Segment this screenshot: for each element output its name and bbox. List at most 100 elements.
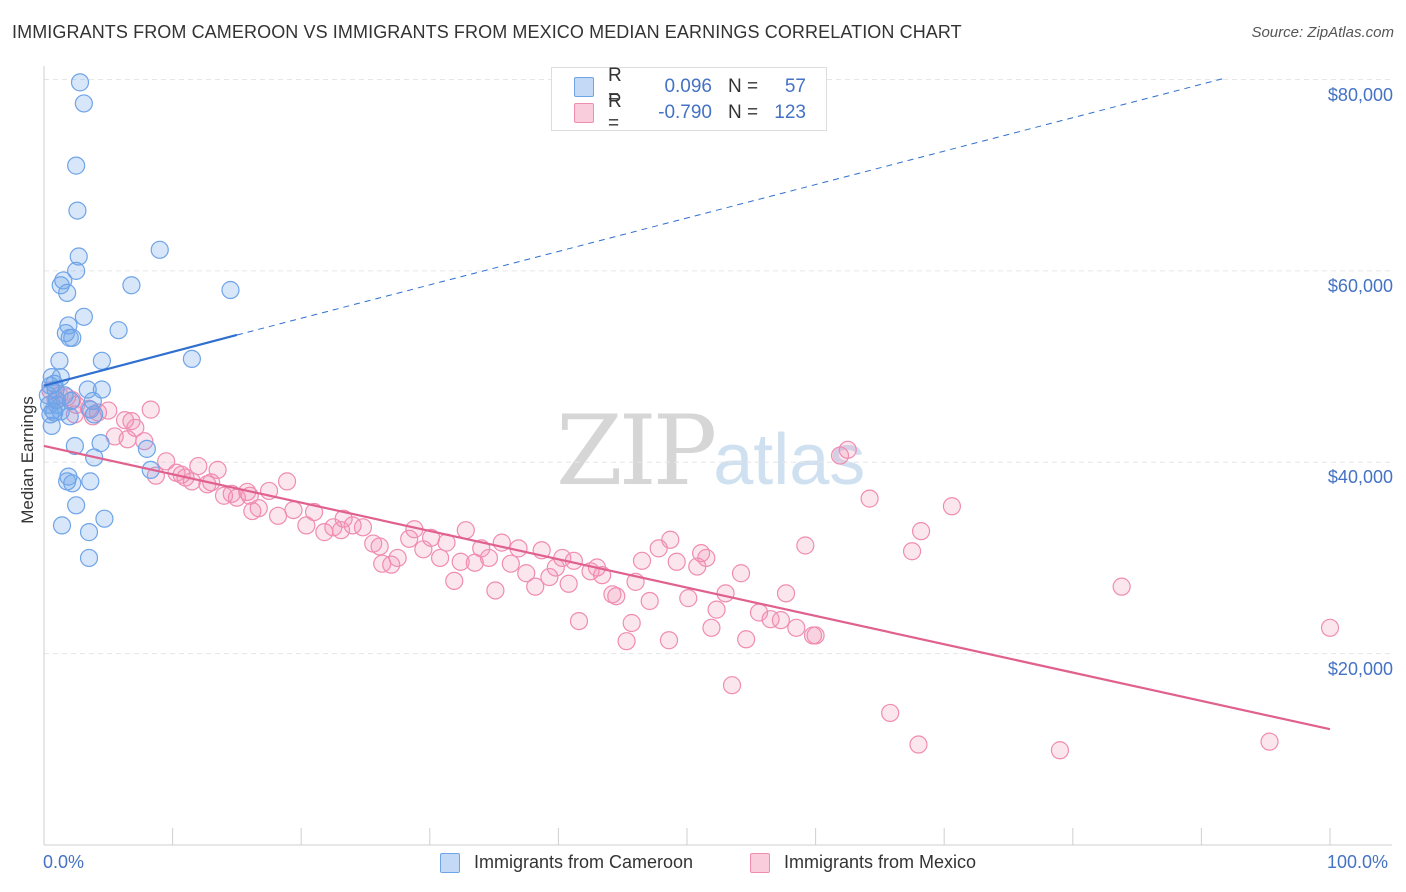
point-mexico-90 — [697, 548, 716, 568]
point-mexico-48 — [400, 529, 419, 548]
n-value-mexico: 123 — [774, 102, 806, 123]
point-mexico-35 — [297, 516, 316, 535]
r-value-cameroon: 0.096 — [664, 76, 712, 97]
point-cameroon-11 — [221, 280, 240, 300]
point-cameroon-5 — [67, 261, 86, 280]
point-mexico-14 — [118, 430, 137, 449]
point-mexico-46 — [382, 555, 401, 574]
point-mexico-112 — [942, 497, 962, 516]
point-mexico-42 — [353, 518, 373, 537]
point-mexico-96 — [737, 630, 756, 649]
point-mexico-100 — [776, 584, 796, 603]
point-mexico-27 — [222, 484, 241, 503]
point-mexico-95 — [731, 564, 751, 583]
point-cameroon-0 — [70, 73, 90, 92]
point-mexico-32 — [268, 506, 288, 525]
point-mexico-20 — [189, 456, 208, 476]
point-mexico-65 — [526, 577, 545, 596]
point-cameroon-4 — [69, 247, 88, 266]
point-mexico-114 — [1112, 577, 1131, 596]
legend-label-mexico: Immigrants from Mexico — [784, 852, 977, 872]
point-cameroon-20 — [92, 351, 111, 370]
point-cameroon-39 — [42, 416, 61, 435]
trend-line-mexico — [43, 444, 1331, 731]
point-cameroon-10 — [150, 240, 169, 259]
point-mexico-56 — [456, 521, 475, 540]
point-mexico-55 — [451, 552, 470, 571]
point-cameroon-8 — [58, 283, 77, 302]
watermark-atlas: atlas — [713, 420, 866, 500]
n-label: N = — [728, 76, 759, 97]
point-mexico-64 — [517, 564, 536, 583]
point-mexico-79 — [622, 613, 641, 633]
point-cameroon-16 — [60, 328, 79, 347]
point-mexico-34 — [284, 500, 303, 520]
point-cameroon-26 — [78, 380, 97, 399]
legend-item-mexico: Immigrants from Mexico — [750, 852, 976, 873]
point-mexico-99 — [771, 611, 790, 630]
point-cameroon-38 — [85, 405, 104, 424]
r-value-mexico: -0.790 — [658, 102, 712, 123]
point-mexico-110 — [911, 522, 931, 541]
point-mexico-107 — [860, 489, 879, 508]
point-mexico-72 — [569, 611, 589, 631]
point-mexico-60 — [486, 581, 505, 600]
point-mexico-116 — [1320, 618, 1340, 637]
point-mexico-40 — [334, 509, 353, 528]
point-mexico-106 — [838, 440, 857, 459]
stats-row-cameroon: R = 0.096 N = 57 — [574, 65, 806, 108]
point-cameroon-17 — [109, 321, 128, 340]
point-mexico-101 — [787, 618, 806, 637]
point-mexico-62 — [501, 554, 520, 573]
point-cameroon-55 — [45, 403, 64, 422]
n-label: N = — [728, 102, 759, 123]
point-mexico-78 — [617, 632, 636, 651]
point-mexico-10 — [115, 411, 135, 430]
point-cameroon-18 — [182, 349, 201, 369]
point-cameroon-50 — [95, 509, 114, 528]
point-mexico-109 — [902, 542, 922, 561]
point-mexico-87 — [679, 589, 698, 608]
point-mexico-59 — [479, 548, 499, 568]
point-mexico-118 — [122, 412, 141, 431]
legend-swatch-mexico — [750, 852, 770, 873]
point-mexico-111 — [909, 735, 928, 754]
point-mexico-24 — [208, 460, 227, 480]
source-label: Source: ZipAtlas.com — [1251, 24, 1394, 41]
point-mexico-86 — [667, 552, 686, 571]
point-mexico-93 — [716, 584, 735, 603]
point-mexico-39 — [331, 521, 351, 540]
point-cameroon-51 — [52, 516, 72, 535]
point-mexico-52 — [430, 548, 450, 568]
point-cameroon-52 — [79, 523, 99, 542]
point-mexico-77 — [607, 587, 626, 606]
cameroon-swatch — [574, 77, 594, 97]
point-cameroon-43 — [137, 439, 156, 458]
point-cameroon-3 — [68, 201, 87, 220]
stats-legend: R = 0.096 N = 57 R = -0.790 N = 123 — [551, 65, 827, 134]
legend-label-cameroon: Immigrants from Cameroon — [474, 852, 694, 872]
legend-item-cameroon: Immigrants from Cameroon — [440, 852, 693, 873]
point-mexico-94 — [722, 676, 742, 695]
point-cameroon-53 — [79, 548, 99, 568]
point-mexico-70 — [559, 574, 578, 593]
point-cameroon-48 — [81, 472, 100, 491]
legend-swatch-cameroon — [440, 852, 460, 873]
point-mexico-108 — [881, 703, 900, 723]
point-mexico-44 — [370, 537, 389, 556]
point-cameroon-12 — [74, 307, 93, 326]
point-mexico-67 — [540, 567, 559, 587]
point-mexico-103 — [796, 536, 815, 555]
mexico-swatch — [574, 103, 594, 123]
point-mexico-115 — [1260, 732, 1279, 751]
point-mexico-85 — [661, 530, 680, 549]
point-cameroon-1 — [74, 94, 93, 113]
y-tick-label-80000: $80,000 — [1327, 85, 1393, 105]
r-label: R = — [608, 91, 622, 134]
watermark-zip: ZIP — [556, 395, 717, 507]
point-mexico-113 — [1050, 741, 1070, 760]
point-cameroon-9 — [122, 276, 141, 295]
point-mexico-82 — [640, 591, 659, 611]
point-cameroon-47 — [63, 474, 82, 493]
